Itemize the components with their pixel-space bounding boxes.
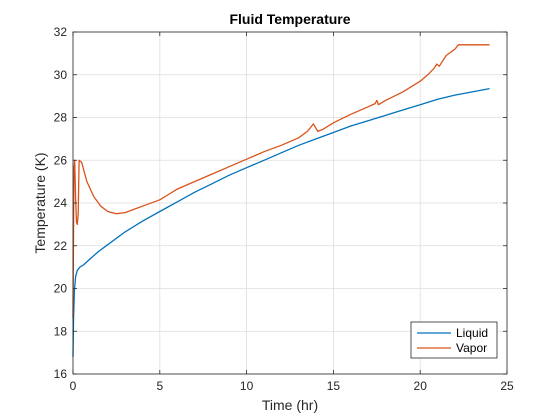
y-tick-label: 16: [54, 367, 68, 381]
axis-ticks: 0 5 10 15 20 25 16 18 20 22 24 26 28 30 32: [54, 25, 514, 393]
x-tick-label: 20: [414, 379, 428, 393]
series-lines: [72, 44, 490, 357]
y-tick-label: 22: [54, 239, 68, 253]
series-line-liquid: [72, 87, 490, 357]
x-tick-label: 10: [240, 379, 254, 393]
legend-label-liquid: Liquid: [456, 326, 488, 340]
y-tick-label: 20: [54, 282, 68, 296]
y-tick-label: 30: [54, 68, 68, 82]
x-tick-label: 25: [500, 379, 514, 393]
series-line-vapor: [72, 44, 490, 319]
chart-title: Fluid Temperature: [229, 11, 350, 27]
y-tick-label: 32: [54, 25, 68, 39]
y-tick-label: 24: [54, 196, 68, 210]
y-tick-label: 18: [54, 324, 68, 338]
y-tick-label: 26: [54, 153, 68, 167]
y-tick-label: 28: [54, 111, 68, 125]
legend-box: [410, 321, 498, 359]
legend-label-vapor: Vapor: [456, 341, 487, 355]
x-tick-label: 5: [156, 379, 163, 393]
y-axis-label: Temperature (K): [32, 152, 48, 253]
x-tick-label: 0: [70, 379, 77, 393]
x-tick-label: 15: [327, 379, 341, 393]
x-axis-label: Time (hr): [262, 397, 318, 413]
